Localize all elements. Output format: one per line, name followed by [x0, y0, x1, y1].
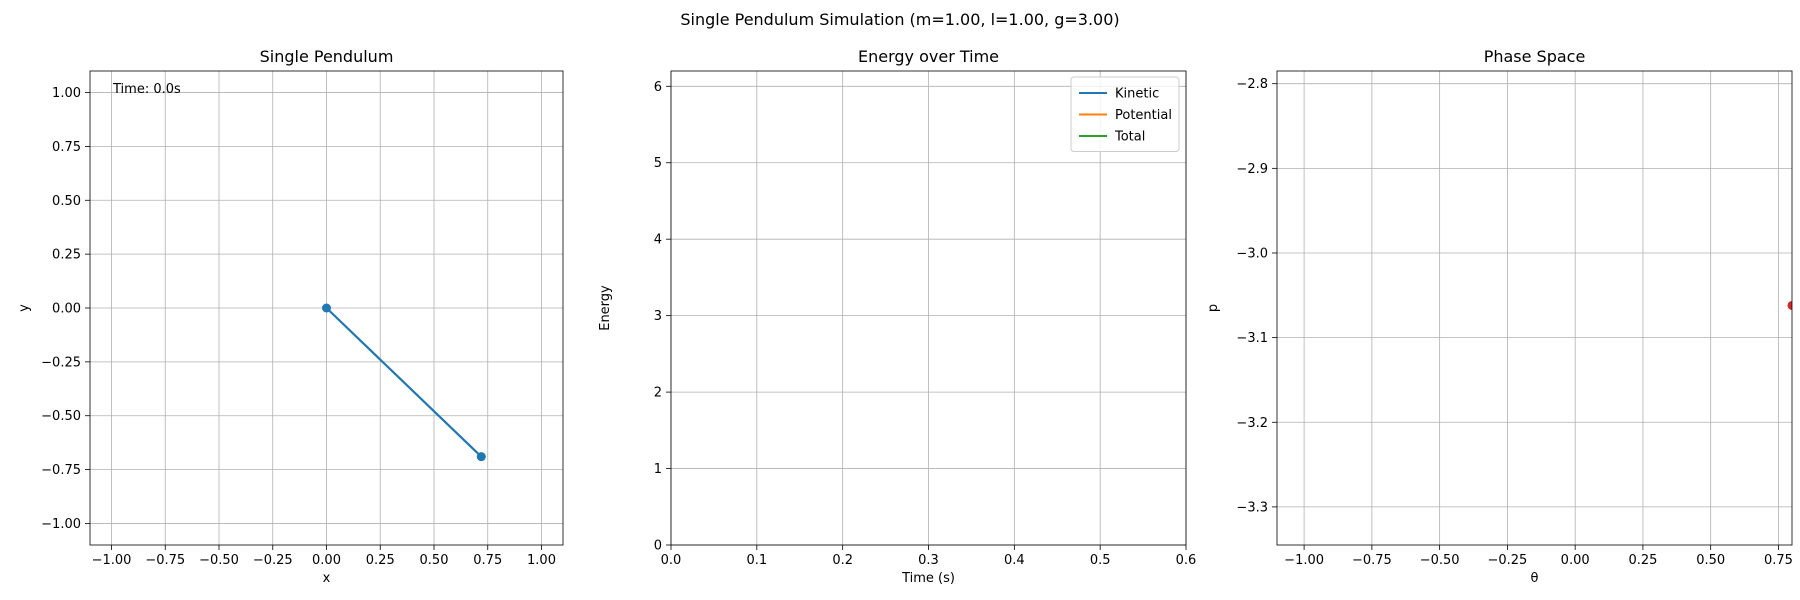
energy-axes-frame — [670, 70, 1187, 546]
pendulum-x-tick-label: −0.25 — [253, 553, 293, 568]
pendulum-y-tick-label: −1.00 — [41, 517, 81, 532]
phase-y-axis-label: p — [1206, 304, 1221, 312]
energy-y-tick-label: 1 — [654, 462, 662, 477]
energy-x-axis-label: Time (s) — [901, 571, 955, 586]
phase-x-tick-label: −1.00 — [1284, 553, 1324, 568]
phase-x-tick-label: 0.25 — [1628, 553, 1657, 568]
phase-x-tick-label: 0.00 — [1561, 553, 1590, 568]
energy-x-tick-label: 0.3 — [918, 553, 939, 568]
pendulum-series-line — [325, 307, 483, 458]
energy-panel: 0.0 0.1 0.2 0.3 0.4 0.5 0.6 0 1 2 3 4 5 6 Energy over … — [598, 47, 1196, 586]
energy-legend-label: Total — [1114, 130, 1145, 145]
pendulum-y-tick-label: 0.00 — [52, 302, 81, 317]
energy-legend-box — [1070, 76, 1180, 152]
phase-x-tick-label: 0.75 — [1764, 553, 1793, 568]
energy-x-tick-label: 0.6 — [1176, 553, 1197, 568]
energy-y-tick-label: 2 — [654, 386, 662, 401]
pendulum-x-tick-label: −1.00 — [92, 553, 132, 568]
energy-x-tick-label: 0.4 — [1004, 553, 1025, 568]
phase-x-tick-label: 0.50 — [1696, 553, 1725, 568]
pendulum-y-tick-label: −0.75 — [41, 463, 81, 478]
phase-x-tick-label: −0.50 — [1420, 553, 1460, 568]
pendulum-x-tick-label: 0.50 — [420, 553, 449, 568]
pendulum-data-point — [322, 303, 331, 313]
pendulum-x-tick-label: −0.75 — [145, 553, 185, 568]
pendulum-y-tick-label: −0.25 — [41, 355, 81, 370]
phase-y-tick-label: −2.9 — [1236, 162, 1268, 177]
energy-legend: Kinetic Potential Total — [1070, 76, 1180, 152]
energy-y-tick-label: 3 — [654, 309, 662, 324]
phase-data-area — [1787, 300, 1792, 310]
phase-x-tick-label: −0.25 — [1487, 553, 1527, 568]
pendulum-y-tick-label: 0.50 — [52, 194, 81, 209]
phase-y-tick-label: −3.2 — [1236, 416, 1268, 431]
pendulum-time-annotation: Time: 0.0s — [112, 82, 181, 97]
phase-axes-frame — [1276, 70, 1793, 546]
pendulum-x-tick-label: 1.00 — [527, 553, 556, 568]
energy-x-tick-label: 0.0 — [661, 553, 682, 568]
pendulum-data-area — [322, 303, 486, 462]
energy-y-tick-label: 4 — [654, 233, 662, 248]
pendulum-y-axis-label: y — [17, 304, 32, 312]
phase-y-tick-label: −3.0 — [1236, 246, 1268, 261]
pendulum-x-tick-label: 0.00 — [312, 553, 341, 568]
pendulum-y-tick-label: 0.75 — [52, 140, 81, 155]
pendulum-panel: −1.00 −0.75 −0.50 −0.25 0.00 0.25 0.50 0.75 1.00… — [17, 47, 564, 586]
energy-x-tick-label: 0.5 — [1090, 553, 1111, 568]
pendulum-x-tick-label: −0.50 — [199, 553, 239, 568]
energy-x-tick-label: 0.2 — [832, 553, 853, 568]
phase-y-tick-label: −3.3 — [1236, 500, 1268, 515]
phase-y-tick-label: −2.8 — [1236, 77, 1268, 92]
figure-suptitle: Single Pendulum Simulation (m=1.00, l=1.… — [680, 10, 1119, 29]
energy-y-tick-label: 0 — [654, 539, 662, 554]
phase-panel: −1.00 −0.75 −0.50 −0.25 0.00 0.25 0.50 0.75 −3.3… — [1206, 47, 1793, 586]
pendulum-x-axis-label: x — [323, 571, 331, 586]
pendulum-x-tick-label: 0.25 — [366, 553, 395, 568]
pendulum-x-tick-label: 0.75 — [473, 553, 502, 568]
pendulum-y-tick-label: 0.25 — [52, 248, 81, 263]
pendulum-y-tick-label: 1.00 — [52, 86, 81, 101]
phase-y-tick-label: −3.1 — [1236, 331, 1268, 346]
phase-title: Phase Space — [1484, 47, 1586, 66]
phase-x-tick-label: −0.75 — [1352, 553, 1392, 568]
energy-title: Energy over Time — [858, 47, 999, 66]
phase-data-point — [1787, 300, 1792, 310]
energy-y-tick-label: 5 — [654, 156, 662, 171]
energy-legend-label: Potential — [1115, 108, 1172, 123]
energy-legend-label: Kinetic — [1115, 87, 1159, 102]
pendulum-data-point — [476, 452, 486, 462]
phase-x-axis-label: θ — [1531, 571, 1539, 586]
energy-y-tick-label: 6 — [654, 80, 662, 95]
pendulum-y-tick-label: −0.50 — [41, 409, 81, 424]
pendulum-title: Single Pendulum — [260, 47, 394, 66]
energy-x-tick-label: 0.1 — [746, 553, 767, 568]
pendulum-axes-frame — [89, 70, 564, 546]
energy-y-axis-label: Energy — [598, 285, 613, 331]
